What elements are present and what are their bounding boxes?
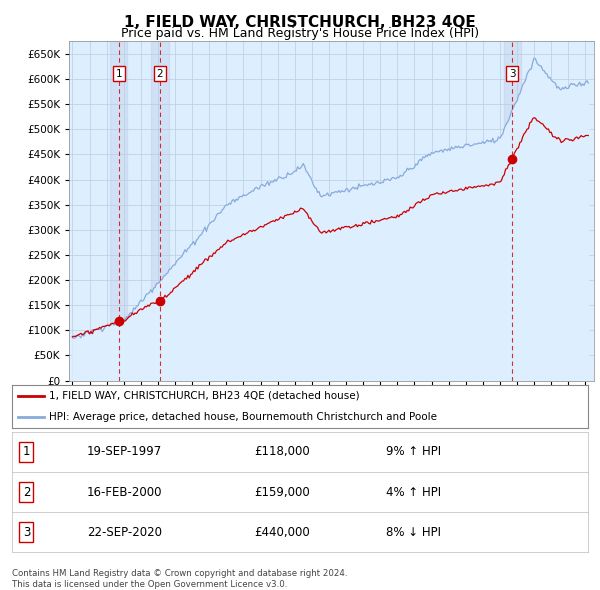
Text: HPI: Average price, detached house, Bournemouth Christchurch and Poole: HPI: Average price, detached house, Bour… [49, 412, 437, 422]
Text: 3: 3 [23, 526, 30, 539]
Text: 4% ↑ HPI: 4% ↑ HPI [386, 486, 442, 499]
Text: 16-FEB-2000: 16-FEB-2000 [87, 486, 163, 499]
Text: 9% ↑ HPI: 9% ↑ HPI [386, 445, 442, 458]
Text: 2: 2 [23, 486, 30, 499]
Text: 19-SEP-1997: 19-SEP-1997 [87, 445, 162, 458]
Text: 1: 1 [23, 445, 30, 458]
Bar [151, 41, 169, 381]
Text: £118,000: £118,000 [254, 445, 310, 458]
Text: 1, FIELD WAY, CHRISTCHURCH, BH23 4QE (detached house): 1, FIELD WAY, CHRISTCHURCH, BH23 4QE (de… [49, 391, 360, 401]
Text: Contains HM Land Registry data © Crown copyright and database right 2024.
This d: Contains HM Land Registry data © Crown c… [12, 569, 347, 589]
Text: 3: 3 [509, 68, 515, 78]
Text: 2: 2 [157, 68, 163, 78]
Text: Price paid vs. HM Land Registry's House Price Index (HPI): Price paid vs. HM Land Registry's House … [121, 27, 479, 40]
Text: £440,000: £440,000 [254, 526, 310, 539]
Text: 22-SEP-2020: 22-SEP-2020 [87, 526, 162, 539]
Text: £159,000: £159,000 [254, 486, 310, 499]
Bar [504, 41, 521, 381]
Text: 1, FIELD WAY, CHRISTCHURCH, BH23 4QE: 1, FIELD WAY, CHRISTCHURCH, BH23 4QE [124, 15, 476, 30]
Text: 8% ↓ HPI: 8% ↓ HPI [386, 526, 442, 539]
Bar [110, 41, 127, 381]
Text: 1: 1 [116, 68, 122, 78]
